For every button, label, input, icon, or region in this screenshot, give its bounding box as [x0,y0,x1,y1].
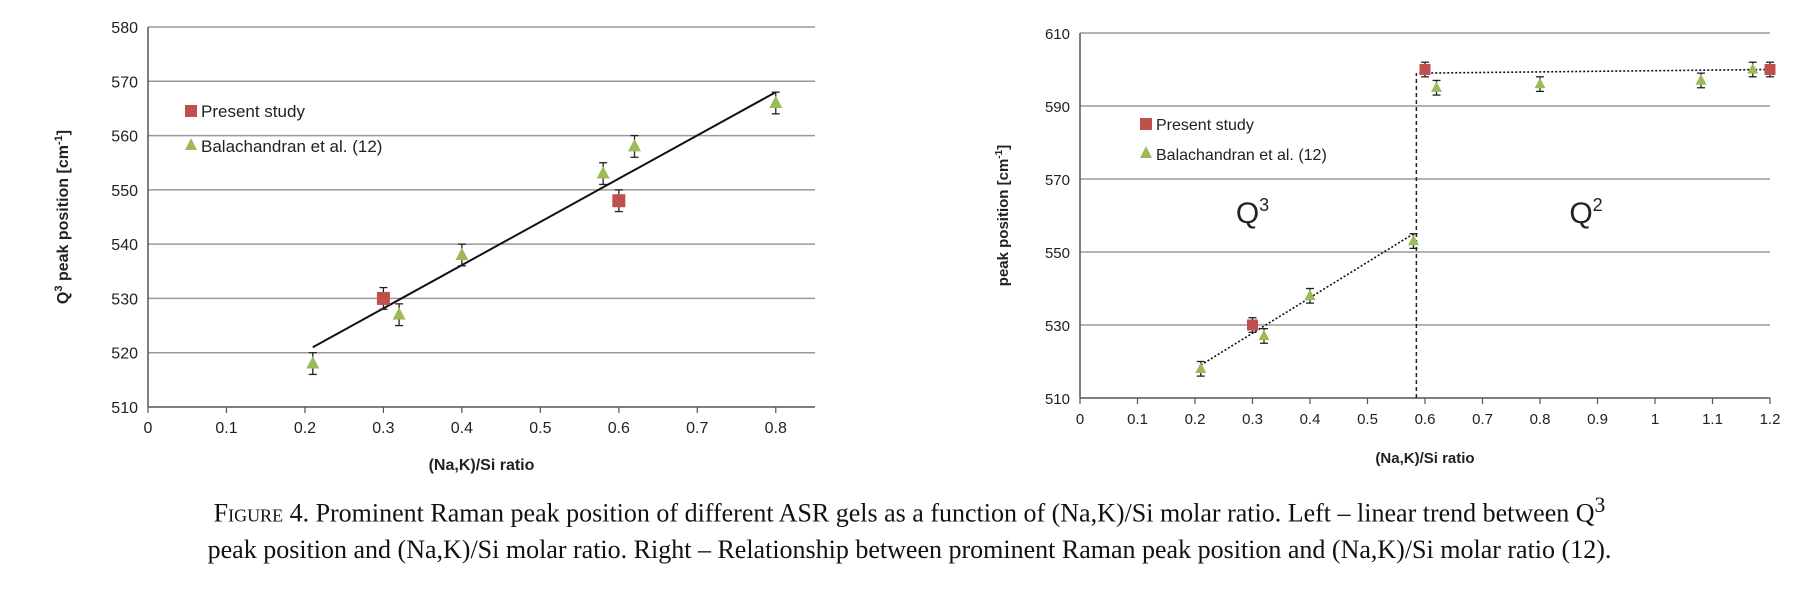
chart2-balachandran-point [1258,329,1270,341]
chart1-x-tick-label: 0.3 [372,420,394,437]
chart2-legend-label: Balachandran et al. (12) [1156,147,1327,164]
chart1-x-tick-label: 0.1 [215,420,237,437]
caption-text-2: peak position and (Na,K)/Si molar ratio.… [207,534,1612,564]
chart1-present-study-point [376,291,390,305]
chart1-y-tick-label: 510 [111,400,138,417]
chart2-legend-marker-present [1140,118,1152,130]
chart1-balachandran-point [455,247,469,260]
chart2-region-label: Q2 [1569,195,1602,230]
chart2-x-tick-label: 1.2 [1760,411,1781,428]
caption-lead: Figure 4. [213,498,310,528]
chart2-present-study-point [1247,319,1258,331]
chart1-y-tick-label: 540 [111,237,138,254]
caption-text-1: Prominent Raman peak position of differe… [309,498,1595,528]
chart1-y-tick-label: 560 [111,129,138,146]
chart2-x-tick-label: 0.8 [1530,411,1551,428]
chart2-x-tick-label: 1 [1651,411,1659,428]
chart2-x-tick-label: 0 [1076,411,1084,428]
chart2-present-study-point [1419,64,1431,75]
chart2-region-label: Q3 [1236,195,1269,230]
figure-caption: Figure 4. Prominent Raman peak position … [0,487,1819,568]
chart2-balachandran-point [1534,77,1546,89]
chart2-x-axis-label: (Na,K)/Si ratio [1375,450,1474,467]
chart2-x-tick-label: 0.6 [1415,411,1436,428]
chart1-legend-label: Balachandran et al. (12) [201,137,382,156]
chart1-trendline [312,91,777,349]
caption-superscript: 3 [1594,493,1606,517]
chart1-x-tick-label: 0.4 [451,420,473,437]
chart1-legend-marker-balachandran [185,138,197,150]
chart1-balachandran-point [769,95,783,108]
chart2-y-tick-label: 510 [1045,391,1070,408]
chart1-x-tick-label: 0.6 [608,420,630,437]
chart2-balachandran-point [1304,289,1316,300]
chart1-y-axis-label: Q3 peak position [cm-1] [53,130,72,304]
chart1-x-tick-label: 0.2 [294,420,316,437]
chart2-x-tick-label: 0.9 [1587,411,1608,428]
chart2-legend-marker-balachandran [1140,146,1152,158]
chart2-balachandran-point [1431,81,1442,92]
chart1-y-tick-label: 580 [111,20,138,37]
chart1-x-tick-label: 0 [144,420,153,437]
chart2-x-tick-label: 0.3 [1242,411,1263,428]
chart2-x-tick-label: 0.2 [1185,411,1206,428]
chart2-y-tick-label: 570 [1045,172,1070,189]
chart2-x-tick-label: 0.4 [1300,411,1321,428]
chart2-balachandran-point [1408,234,1419,246]
chart1-balachandran-point [306,356,320,369]
chart2-x-tick-label: 0.1 [1127,411,1148,428]
chart1-legend-marker-present [185,105,197,117]
chart1-y-tick-label: 520 [111,346,138,363]
chart1-y-tick-label: 530 [111,291,138,308]
chart2-balachandran-point [1747,63,1759,74]
chart2-y-tick-label: 610 [1045,26,1070,43]
chart2-y-tick-label: 590 [1045,99,1070,116]
chart1-x-axis-label: (Na,K)/Si ratio [429,457,535,474]
chart2-y-tick-label: 550 [1045,245,1070,262]
chart2-x-tick-label: 0.7 [1472,411,1493,428]
chart2-balachandran-point [1195,362,1207,373]
chart2-balachandran-point [1695,74,1707,85]
chart1-y-tick-label: 570 [111,74,138,91]
chart1-balachandran-point [628,139,642,152]
chart2-y-tick-label: 530 [1045,318,1070,335]
chart2-y-axis-label: peak position [cm-1] [994,145,1012,286]
chart1-present-study-point [612,194,626,208]
chart2-legend-label: Present study [1156,117,1254,134]
chart2-present-study-point [1764,64,1776,75]
chart2-x-tick-label: 0.5 [1357,411,1378,428]
chart2-trendline [1419,68,1771,74]
chart1-x-tick-label: 0.7 [686,420,708,437]
chart1-x-tick-label: 0.5 [529,420,551,437]
chart1-y-tick-label: 550 [111,183,138,200]
chart2-x-tick-label: 1.1 [1702,411,1723,428]
chart1-legend-label: Present study [201,102,305,121]
chart1-balachandran-point [596,166,610,179]
chart1-balachandran-point [392,307,406,320]
chart1-x-tick-label: 0.8 [765,420,787,437]
